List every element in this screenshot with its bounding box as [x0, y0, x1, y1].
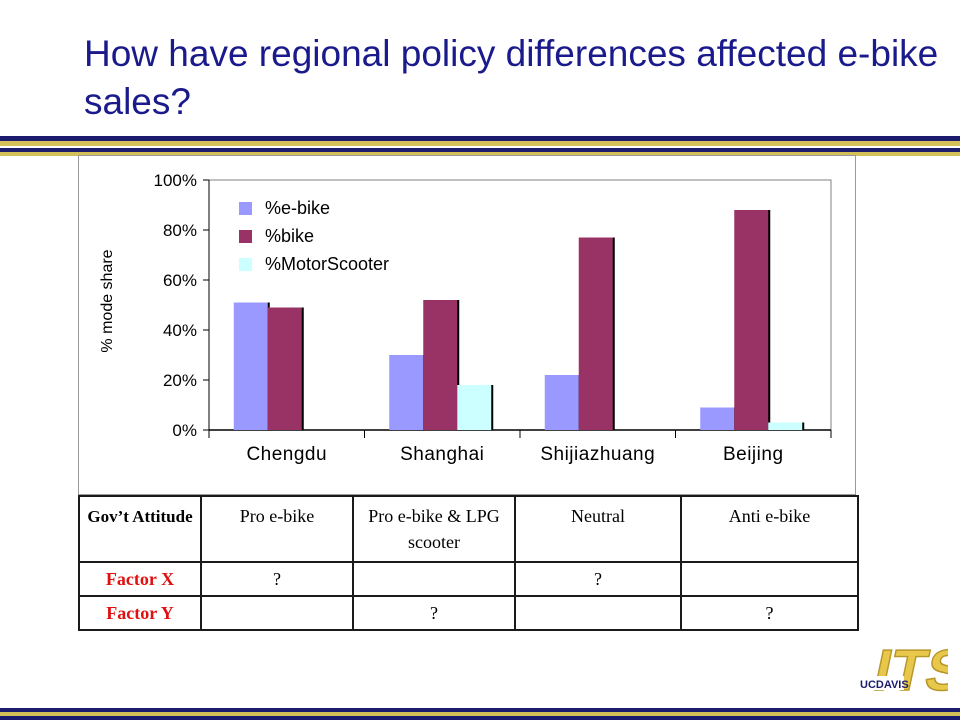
bar [734, 210, 769, 430]
table-header-cell: Gov’t Attitude [78, 495, 202, 563]
y-tick-label: 60% [163, 271, 197, 290]
bar-shadow [490, 385, 494, 430]
table-header-row: Gov’t Attitude Pro e-bike Pro e-bike & L… [78, 495, 859, 563]
bar [233, 302, 268, 430]
bar [389, 355, 424, 430]
row-label: Factor Y [78, 595, 202, 631]
bar [423, 300, 458, 430]
table-cell: ? [352, 595, 516, 631]
x-tick-label: Shanghai [400, 444, 484, 465]
legend-swatch [239, 258, 252, 271]
legend-swatch [239, 202, 252, 215]
legend-label: %e-bike [265, 198, 330, 218]
row-label: Factor X [78, 561, 202, 597]
table-header-cell: Neutral [514, 495, 682, 563]
legend-label: %MotorScooter [265, 254, 389, 274]
x-tick-label: Chengdu [246, 444, 327, 465]
y-tick-label: 20% [163, 371, 197, 390]
y-axis-title: % mode share [99, 249, 116, 352]
table-cell: ? [200, 561, 354, 597]
its-logo: ITS UCDAVIS [858, 638, 948, 700]
bar [578, 237, 613, 430]
table-cell [680, 561, 859, 597]
legend-swatch [239, 230, 252, 243]
table-row: Factor Y ? ? [78, 595, 859, 631]
table-row: Factor X ? ? [78, 561, 859, 597]
footer-band [0, 708, 960, 720]
bar-shadow [767, 210, 771, 430]
bar [768, 422, 803, 430]
bar-shadow [801, 422, 805, 430]
y-tick-label: 0% [172, 421, 197, 440]
table-cell [352, 561, 516, 597]
table-cell: ? [514, 561, 682, 597]
plot-area [208, 179, 832, 431]
y-tick-label: 40% [163, 321, 197, 340]
bar [700, 407, 735, 430]
y-tick-label: 100% [154, 171, 197, 190]
table-header-cell: Pro e-bike [200, 495, 354, 563]
slide-title: How have regional policy differences aff… [84, 33, 939, 122]
table-header-cell: Pro e-bike & LPG scooter [352, 495, 516, 563]
bar [544, 375, 579, 430]
logo-sub: UCDAVIS [860, 679, 909, 691]
factor-table: Gov’t Attitude Pro e-bike Pro e-bike & L… [78, 495, 859, 631]
bar-shadow [456, 300, 460, 430]
legend-label: %bike [265, 226, 314, 246]
bar-shadow [300, 307, 304, 430]
table-header-cell: Anti e-bike [680, 495, 859, 563]
table-cell: ? [680, 595, 859, 631]
bar-shadow [611, 237, 615, 430]
x-tick-label: Beijing [723, 444, 784, 465]
table-cell [514, 595, 682, 631]
bar [457, 385, 492, 430]
mode-share-chart: 0% 20% 40% 60% 80% 100% % mode share Chengdu Sha… [99, 171, 832, 465]
table-cell [200, 595, 354, 631]
x-tick-label: Shijiazhuang [540, 444, 655, 465]
chart-frame: 0% 20% 40% 60% 80% 100% % mode share Chengdu Sha… [78, 155, 856, 495]
y-tick-label: 80% [163, 221, 197, 240]
bar [267, 307, 302, 430]
header-band [0, 136, 960, 158]
